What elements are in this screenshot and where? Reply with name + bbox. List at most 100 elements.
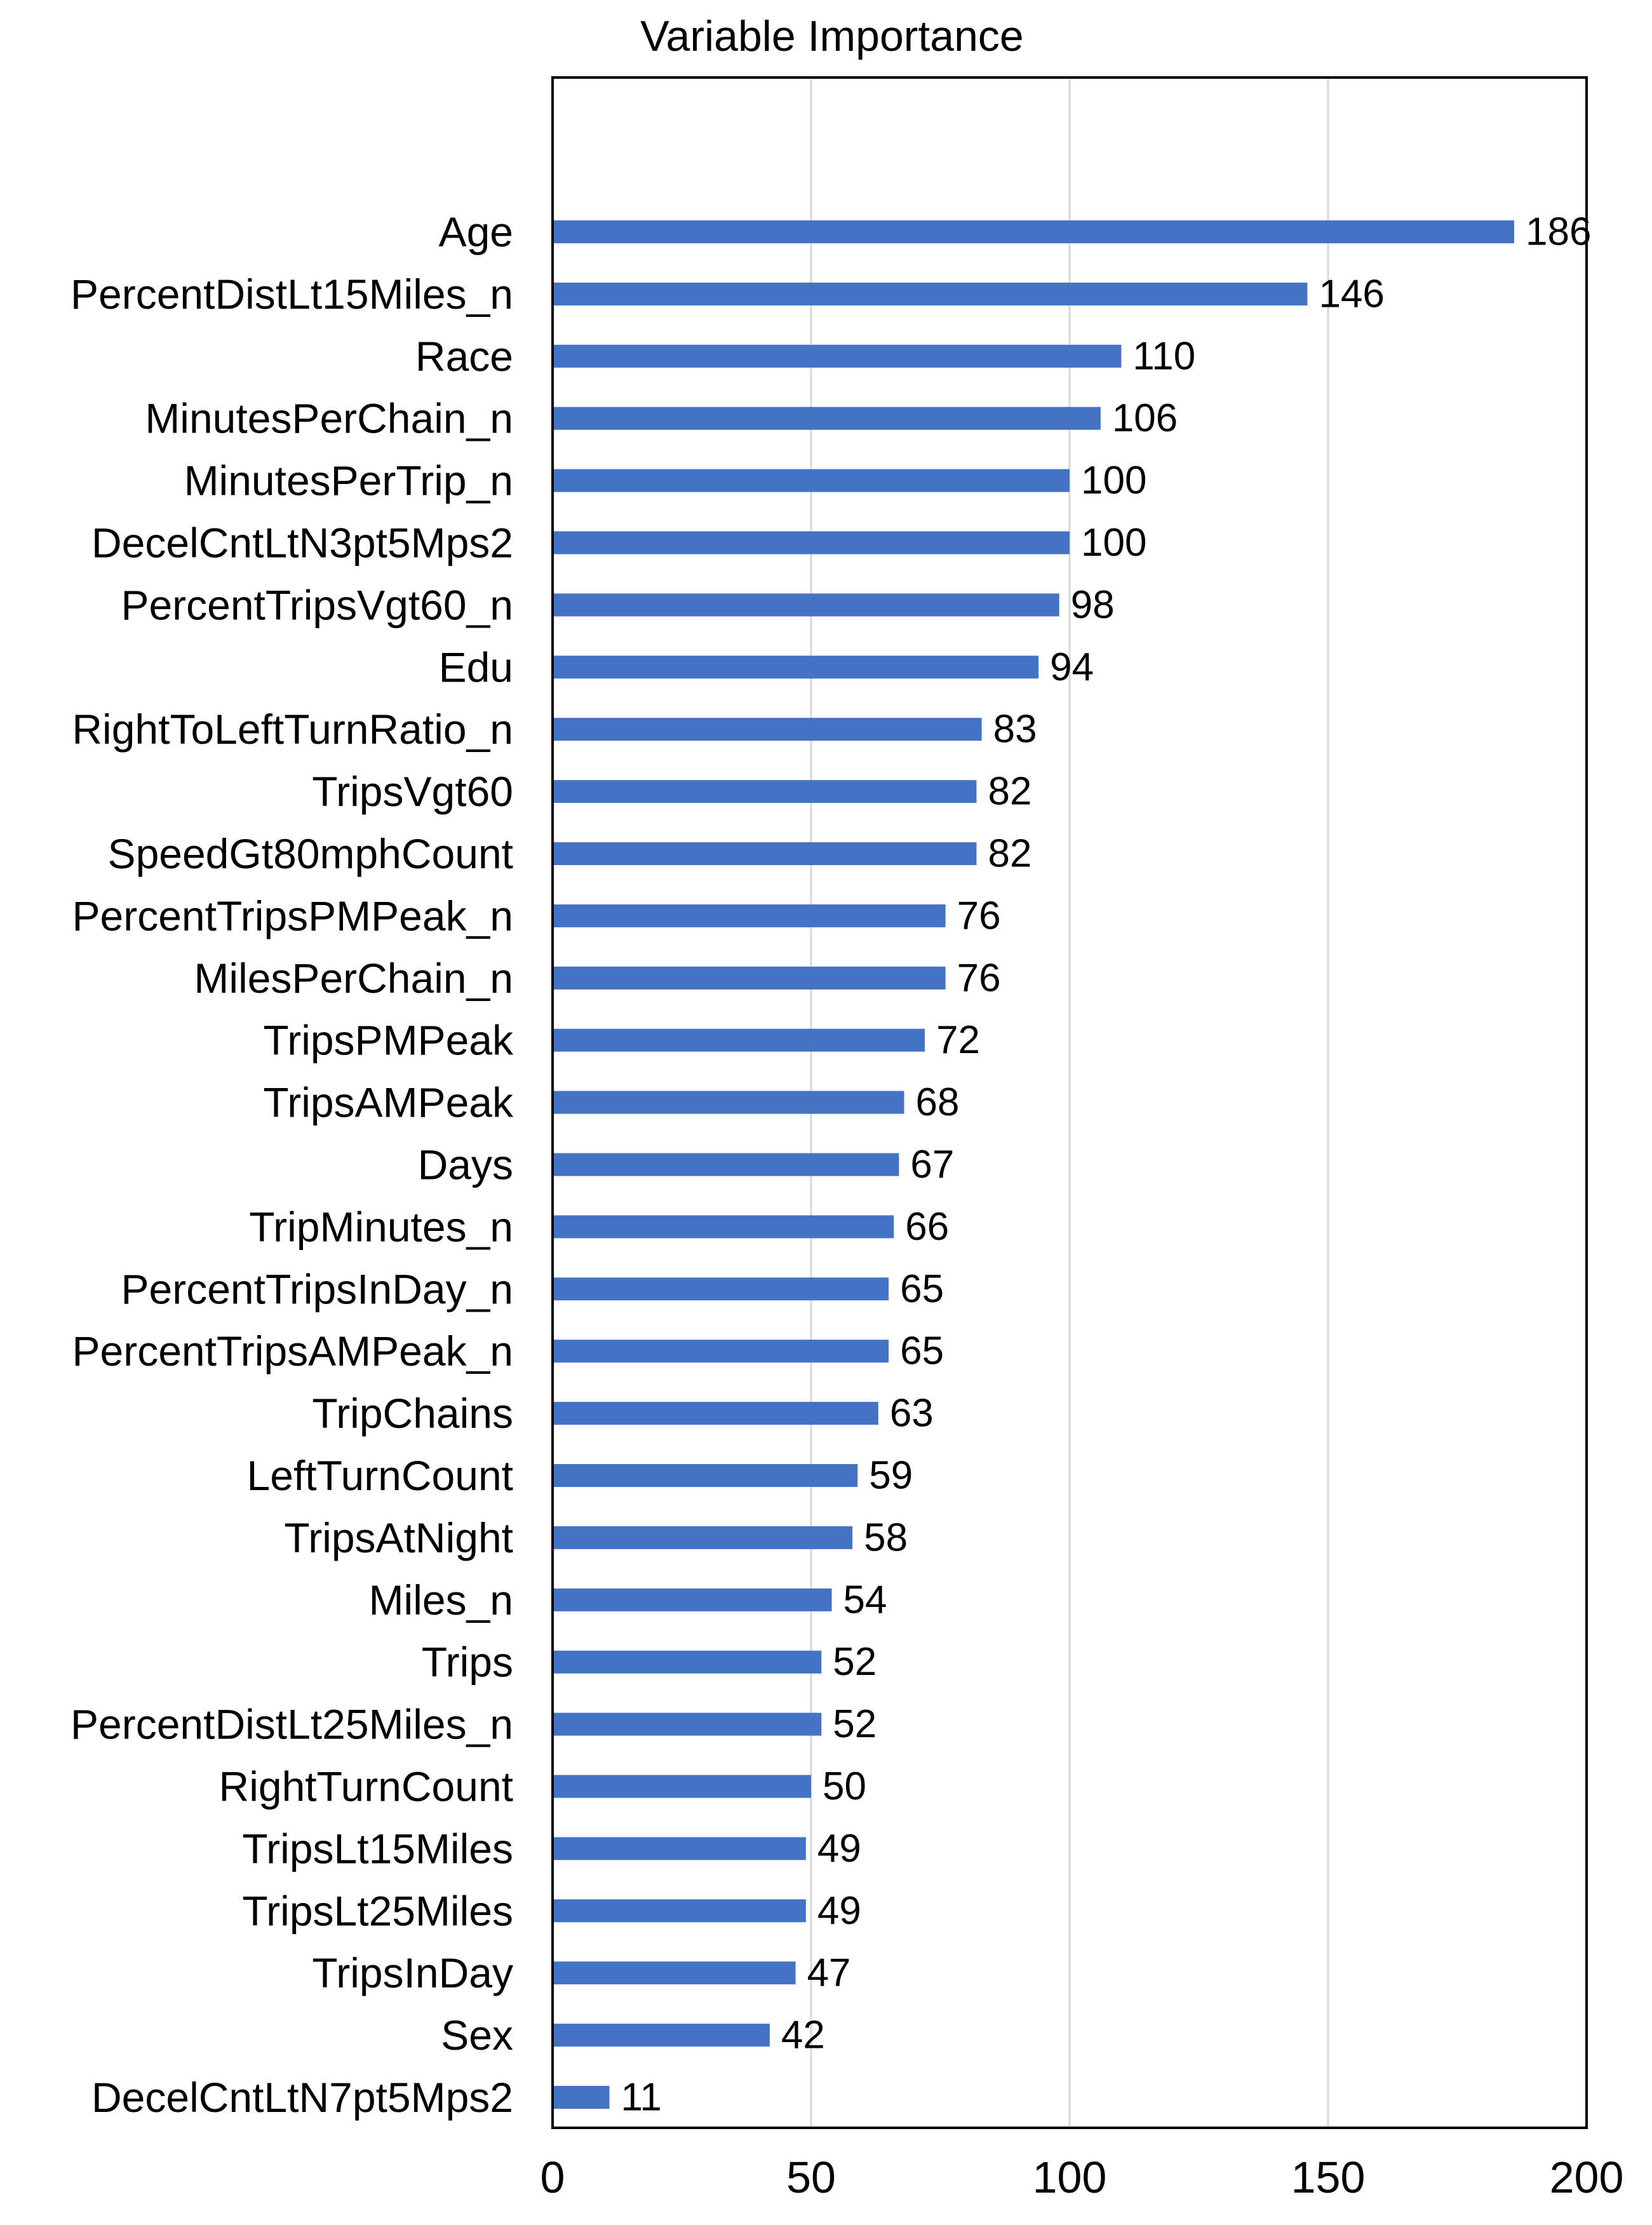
value-label: 49: [817, 1889, 861, 1933]
value-labels: 186 146 110 106 100 100 98 94 83 82 82 76 76 72 68 67 66…: [621, 210, 1592, 2120]
category-label: TripsInDay: [312, 1949, 513, 1996]
category-label: PercentTripsAMPeak_n: [72, 1328, 513, 1375]
value-label: 98: [1071, 583, 1115, 627]
value-label: 72: [936, 1018, 980, 1062]
category-label: RightToLeftTurnRatio_n: [72, 706, 513, 753]
value-label: 52: [833, 1702, 876, 1746]
bar: [553, 1402, 878, 1425]
category-label: PercentTripsVgt60_n: [121, 581, 513, 628]
bar: [553, 780, 977, 803]
category-label: TripsAMPeak: [263, 1079, 514, 1126]
category-label: MinutesPerTrip_n: [184, 457, 513, 504]
category-label: Trips: [422, 1639, 513, 1686]
category-label: TripsPMPeak: [263, 1017, 514, 1064]
value-label: 54: [843, 1578, 887, 1622]
value-label: 76: [957, 894, 1001, 938]
x-tick-label: 0: [541, 2153, 565, 2202]
value-label: 52: [833, 1640, 876, 1684]
value-label: 100: [1081, 521, 1146, 565]
category-label: TripMinutes_n: [249, 1203, 513, 1250]
bar: [553, 1588, 832, 1611]
category-label: PercentTripsPMPeak_n: [72, 892, 513, 939]
bar: [553, 1526, 853, 1549]
value-label: 82: [988, 832, 1031, 876]
bar: [553, 1153, 899, 1176]
x-tick-label: 200: [1550, 2153, 1624, 2202]
category-label: DecelCntLtN7pt5Mps2: [91, 2074, 513, 2121]
category-label: Sex: [441, 2012, 513, 2059]
value-label: 59: [869, 1454, 913, 1498]
value-label: 50: [823, 1765, 866, 1808]
bar: [553, 1775, 811, 1798]
category-label: PercentDistLt15Miles_n: [71, 271, 513, 318]
category-label: Miles_n: [369, 1576, 513, 1623]
category-label: TripsVgt60: [312, 768, 513, 815]
value-label: 146: [1319, 272, 1384, 316]
bars: [553, 220, 1515, 2109]
bar: [553, 1028, 925, 1052]
bar: [553, 2024, 770, 2047]
value-label: 94: [1050, 645, 1094, 689]
x-axis-ticks: 0 50 100 150 200: [541, 2153, 1624, 2202]
bar: [553, 966, 946, 990]
bar: [553, 469, 1070, 492]
value-label: 106: [1112, 396, 1178, 440]
bar: [553, 1215, 894, 1239]
category-label: TripChains: [312, 1390, 513, 1437]
bar: [553, 1712, 822, 1736]
bar: [553, 2086, 610, 2109]
value-label: 63: [890, 1392, 934, 1435]
bar: [553, 1650, 822, 1674]
bar: [553, 282, 1308, 306]
category-label: Race: [415, 333, 513, 380]
plot-frame: [551, 76, 1588, 2129]
value-label: 47: [807, 1951, 851, 1995]
value-label: 42: [781, 2013, 825, 2057]
category-label: DecelCntLtN3pt5Mps2: [91, 520, 513, 567]
category-label: Edu: [439, 643, 513, 690]
bar: [553, 1091, 904, 1114]
bar: [553, 1899, 806, 1923]
bar: [553, 1961, 796, 1985]
bar: [553, 1837, 806, 1860]
x-tick-label: 150: [1291, 2153, 1366, 2202]
x-tick-label: 100: [1033, 2153, 1107, 2202]
category-label: PercentDistLt25Miles_n: [71, 1701, 513, 1748]
bar: [553, 1340, 889, 1363]
bar: [553, 655, 1039, 679]
bar: [553, 531, 1070, 555]
value-label: 58: [864, 1516, 908, 1559]
value-label: 186: [1526, 210, 1591, 254]
category-label: Age: [439, 208, 513, 255]
category-label: MilesPerChain_n: [194, 955, 513, 1002]
value-label: 67: [910, 1143, 954, 1186]
bar: [553, 1277, 889, 1301]
bar: [553, 344, 1122, 368]
bar: [553, 718, 982, 741]
value-label: 76: [957, 956, 1001, 1000]
category-label: MinutesPerChain_n: [145, 395, 513, 442]
category-labels: Age PercentDistLt15Miles_n Race MinutesPerC…: [71, 208, 514, 2121]
bar: [553, 593, 1059, 617]
bar: [553, 220, 1515, 243]
x-tick-label: 50: [786, 2153, 836, 2202]
value-label: 83: [993, 708, 1037, 751]
category-label: TripsLt25Miles: [242, 1887, 513, 1934]
value-label: 82: [988, 770, 1031, 814]
bar: [553, 842, 977, 865]
category-label: TripsAtNight: [284, 1514, 513, 1561]
category-label: Days: [418, 1141, 513, 1188]
value-label: 110: [1132, 334, 1195, 378]
value-label: 65: [900, 1329, 944, 1373]
category-label: TripsLt15Miles: [242, 1825, 513, 1872]
value-label: 66: [905, 1205, 949, 1249]
category-label: SpeedGt80mphCount: [108, 830, 513, 877]
chart-title: Variable Importance: [640, 12, 1024, 60]
value-label: 65: [900, 1267, 944, 1311]
bar: [553, 407, 1101, 430]
category-label: PercentTripsInDay_n: [121, 1265, 514, 1312]
value-label: 11: [621, 2076, 662, 2120]
value-label: 68: [916, 1080, 960, 1124]
category-label: RightTurnCount: [219, 1763, 513, 1810]
